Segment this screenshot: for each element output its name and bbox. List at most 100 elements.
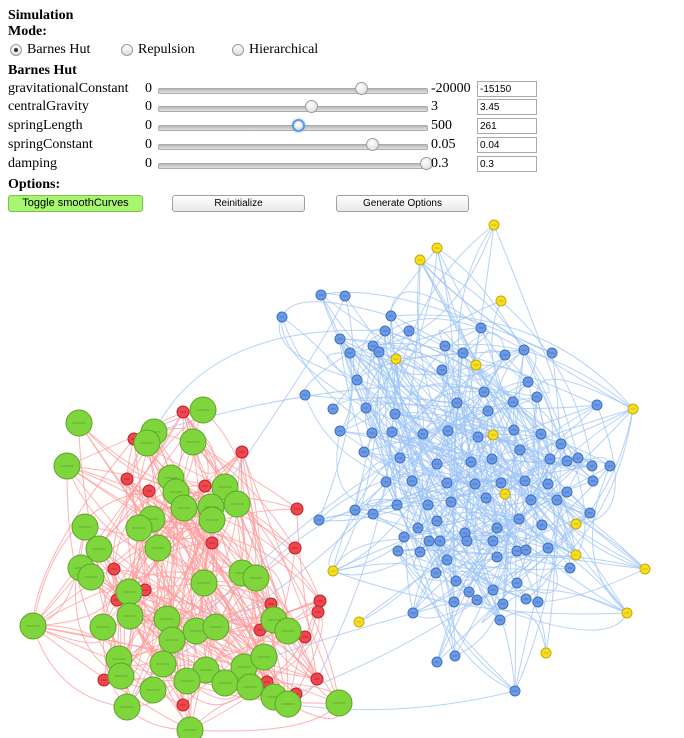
mode-barnes-hut[interactable]: Barnes Hut xyxy=(10,42,90,58)
mode-hierarchical[interactable]: Hierarchical xyxy=(232,42,318,58)
graph-edge xyxy=(435,410,489,574)
graph-edge xyxy=(473,349,525,381)
panel-title: Simulation xyxy=(8,8,74,23)
graph-edge xyxy=(84,526,265,658)
graph-edge xyxy=(241,451,340,704)
graph-edge xyxy=(422,424,493,460)
slider-track[interactable] xyxy=(158,163,428,169)
graph-edge xyxy=(476,408,634,601)
graph-edge xyxy=(332,463,438,572)
graph-edge xyxy=(428,540,527,600)
graph-edge xyxy=(453,491,568,603)
slider-row-central-gravity: centralGravity 0 3 xyxy=(8,99,678,117)
graph-edge xyxy=(358,497,487,623)
graph-edge xyxy=(495,499,558,621)
slider-value-input[interactable] xyxy=(477,137,537,153)
slider-label: springConstant xyxy=(8,137,93,152)
radio-icon[interactable] xyxy=(232,44,244,56)
graph-edge xyxy=(500,300,593,467)
graph-edge xyxy=(504,349,537,383)
graph-edge xyxy=(332,570,628,615)
slider-handle[interactable] xyxy=(420,157,433,170)
slider-handle[interactable] xyxy=(304,100,318,113)
slider-value-input[interactable] xyxy=(477,81,537,97)
network-graph-canvas[interactable] xyxy=(0,210,684,738)
graph-edge xyxy=(575,404,616,525)
graph-edge xyxy=(453,443,562,603)
mode-label: Barnes Hut xyxy=(27,42,91,57)
graph-edge xyxy=(491,300,549,485)
slider-track[interactable] xyxy=(158,144,428,150)
graph-edge xyxy=(336,430,398,507)
section-title: Barnes Hut xyxy=(8,63,77,78)
graph-edge xyxy=(419,259,525,351)
slider-value-input[interactable] xyxy=(477,99,537,115)
graph-edge xyxy=(443,345,532,501)
graph-edge xyxy=(384,330,579,459)
graph-edge xyxy=(354,402,458,511)
graph-edge xyxy=(255,577,318,680)
graph-edge xyxy=(378,351,501,621)
slider-value-input[interactable] xyxy=(477,156,537,172)
slider-value-input[interactable] xyxy=(477,118,537,134)
options-title: Options: xyxy=(8,177,61,192)
graph-edge xyxy=(477,436,646,570)
graph-edge xyxy=(436,247,568,462)
graph-edge xyxy=(450,501,577,556)
graph-edge xyxy=(153,431,296,549)
graph-edge xyxy=(438,329,464,354)
slider-label: centralGravity xyxy=(8,99,89,114)
graph-edge xyxy=(475,364,553,460)
reinitialize-button[interactable]: Reinitialize xyxy=(172,195,305,212)
slider-label: gravitationalConstant xyxy=(8,81,129,96)
graph-edge xyxy=(464,434,494,534)
slider-min: 0 xyxy=(145,99,152,114)
slider-handle[interactable] xyxy=(355,82,368,95)
graph-edge xyxy=(354,330,386,511)
green-node[interactable] xyxy=(176,716,204,738)
graph-edge xyxy=(493,224,579,459)
slider-label: damping xyxy=(8,156,57,171)
toggle-smooth-curves-button[interactable]: Toggle smoothCurves xyxy=(8,195,143,212)
graph-edge xyxy=(391,224,495,433)
graph-edge xyxy=(138,526,321,602)
radio-selected-icon[interactable] xyxy=(10,44,22,56)
graph-edge xyxy=(502,408,634,605)
graph-edge xyxy=(523,349,550,394)
graph-edge xyxy=(281,316,367,409)
graph-nodes[interactable] xyxy=(19,219,651,738)
graph-edge xyxy=(566,458,594,493)
slider-min: 0 xyxy=(145,118,152,133)
graph-edge xyxy=(523,349,586,556)
slider-max: 3 xyxy=(431,99,438,114)
graph-edge xyxy=(436,401,517,663)
graph-edge xyxy=(470,461,577,525)
graph-edge xyxy=(384,330,479,438)
graph-edge xyxy=(166,547,296,620)
mode-radio-group: Barnes Hut Repulsion Hierarchical xyxy=(8,42,678,60)
graph-edge xyxy=(372,513,504,605)
graph-edge xyxy=(540,433,577,556)
slider-handle[interactable] xyxy=(366,138,380,151)
graph-edge xyxy=(500,480,532,520)
graph-edge xyxy=(326,352,358,381)
graph-edge xyxy=(182,411,289,705)
mode-repulsion[interactable]: Repulsion xyxy=(121,42,195,58)
graph-edge xyxy=(296,508,318,680)
graph-edge xyxy=(78,422,226,494)
graph-edge xyxy=(455,408,634,582)
slider-track[interactable] xyxy=(158,88,428,94)
generate-options-button[interactable]: Generate Options xyxy=(336,195,469,212)
graph-edge xyxy=(390,314,634,410)
slider-max: 500 xyxy=(431,118,452,133)
slider-min: 0 xyxy=(145,81,152,96)
graph-edge xyxy=(332,397,458,410)
graph-edge xyxy=(365,403,515,431)
radio-icon[interactable] xyxy=(121,44,133,56)
mode-title: Mode: xyxy=(8,24,47,39)
graph-edge xyxy=(32,411,184,627)
graph-edge xyxy=(441,332,506,371)
slider-track[interactable] xyxy=(158,106,428,112)
slider-handle[interactable] xyxy=(291,119,305,132)
slider-min: 0 xyxy=(145,156,152,171)
